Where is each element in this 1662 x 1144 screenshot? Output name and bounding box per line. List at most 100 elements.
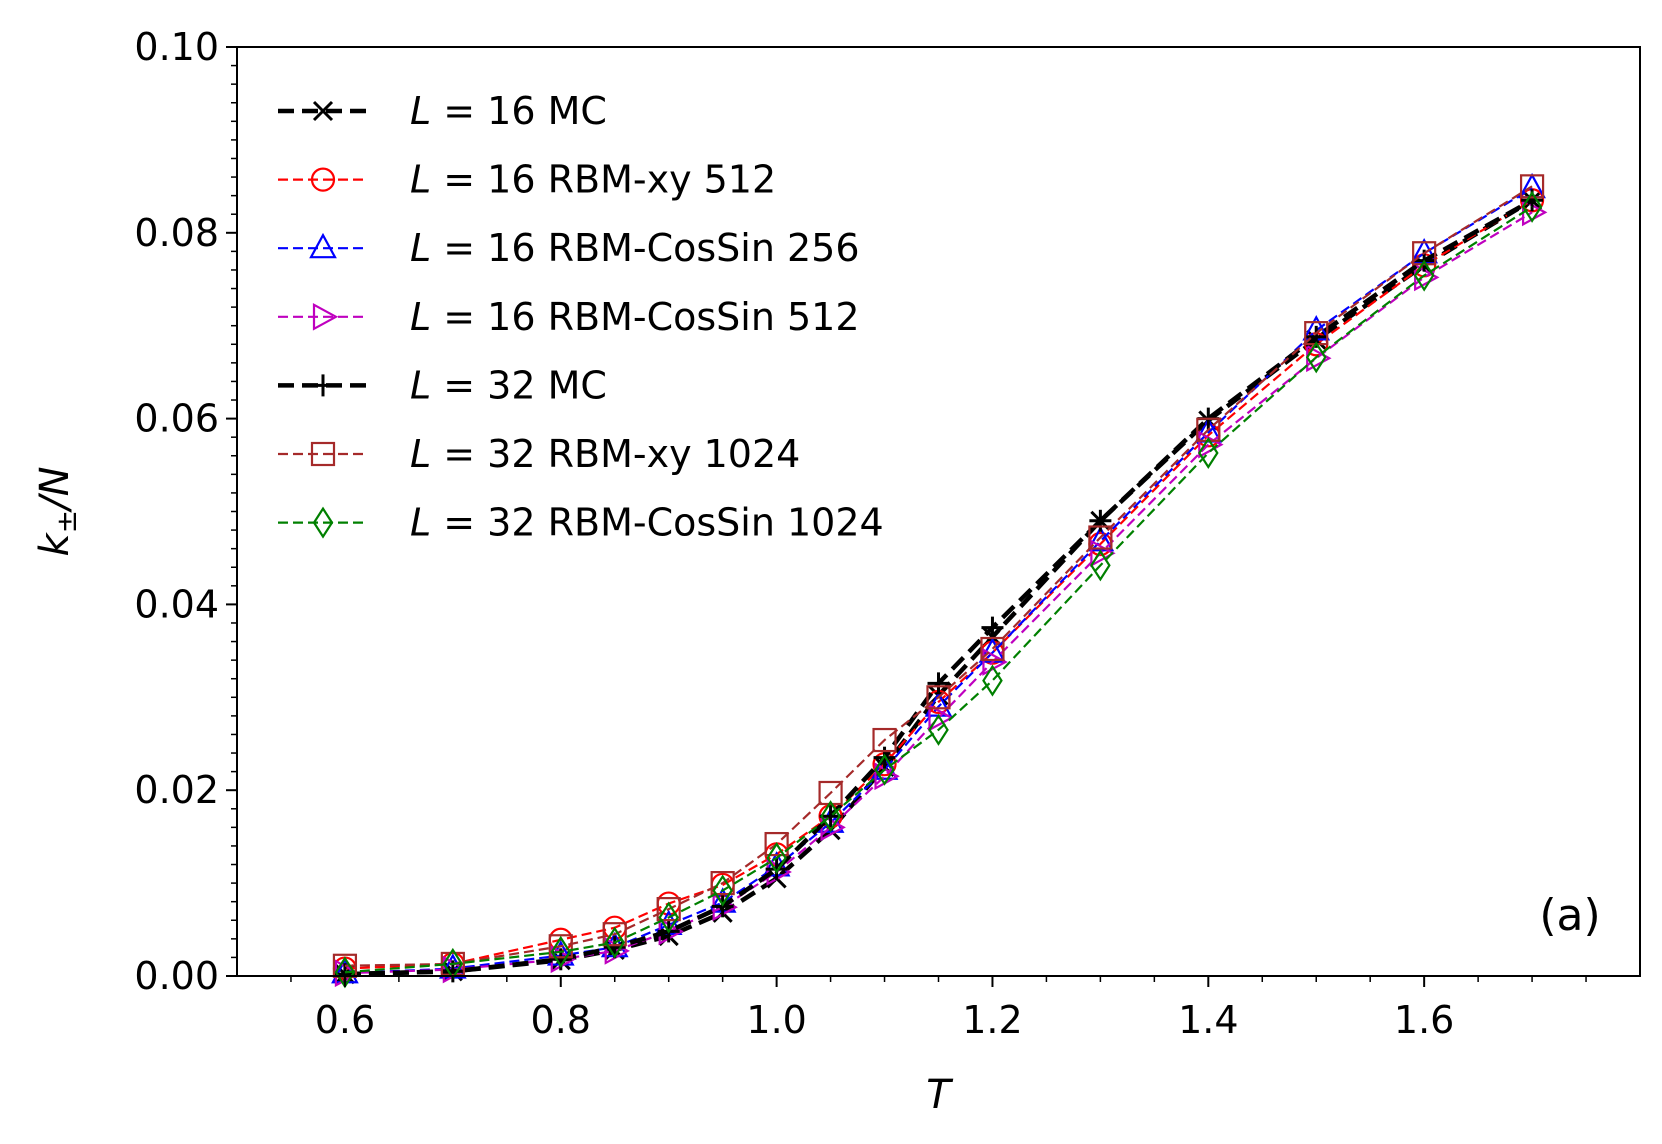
data-point <box>982 664 1003 697</box>
data-point <box>927 672 950 695</box>
legend-label-eq: = <box>431 89 487 133</box>
x-tick-label: 0.8 <box>531 998 591 1042</box>
legend-label-eq: = <box>431 158 487 202</box>
series-line <box>344 198 1534 977</box>
x-tick-label: 1.4 <box>1178 998 1238 1042</box>
y-label-subscript: ± <box>50 510 83 533</box>
data-point <box>604 926 626 959</box>
series-line <box>344 185 1533 967</box>
y-label-main: k <box>32 532 78 557</box>
legend-label-text: 16 RBM-CosSin 256 <box>487 226 859 270</box>
data-point <box>981 616 1004 639</box>
data-point <box>765 858 788 881</box>
x-tick-label: 1.6 <box>1394 998 1454 1042</box>
legend-label: L = 32 MC <box>410 363 607 407</box>
legend-item: L = 32 MC <box>278 363 607 407</box>
legend-item: L = 32 RBM-CosSin 1024 <box>278 501 884 545</box>
legend-label: L = 16 RBM-CosSin 512 <box>410 295 860 339</box>
series-6 <box>334 190 1543 989</box>
legend-item: L = 16 RBM-CosSin 512 <box>278 295 860 339</box>
y-tick-label: 0.06 <box>134 397 219 441</box>
x-tick-label: 1.2 <box>962 998 1022 1042</box>
series-layer <box>331 172 1548 989</box>
legend-label: L = 16 MC <box>410 89 607 133</box>
data-point <box>928 703 954 732</box>
data-point <box>1090 539 1116 568</box>
legend-label: L = 16 RBM-xy 512 <box>410 158 776 202</box>
data-point <box>550 935 572 968</box>
data-point <box>766 841 787 875</box>
legend-label-eq: = <box>431 501 487 545</box>
legend-item: L = 32 RBM-xy 1024 <box>278 432 800 476</box>
legend-marker <box>310 441 336 467</box>
ticks-layer: 0.6 0.8 1.0 1.2 1.4 1.6 0.00 0.02 0.04 0.06 0.08 0.… <box>134 25 1587 1042</box>
data-point <box>710 870 735 896</box>
legend-marker <box>312 100 334 122</box>
legend-label-eq: = <box>431 295 487 339</box>
legend-item: L = 16 RBM-CosSin 256 <box>278 226 860 270</box>
legend-label: L = 16 RBM-CosSin 256 <box>410 226 860 270</box>
data-point <box>819 805 842 828</box>
legend-label-text: 32 MC <box>487 363 607 407</box>
x-axis-label: T <box>926 1072 954 1118</box>
legend-label: L = 32 RBM-xy 1024 <box>410 432 800 476</box>
legend-marker <box>310 167 336 192</box>
legend-item: L = 16 MC <box>278 89 607 133</box>
data-point <box>870 754 899 780</box>
legend-label-var: L <box>410 158 431 202</box>
y-tick-label: 0.08 <box>134 211 219 255</box>
data-point <box>1519 174 1545 199</box>
y-tick-label: 0.00 <box>134 954 219 998</box>
data-point <box>874 753 895 786</box>
legend-label-text: 32 RBM-xy 1024 <box>487 432 800 476</box>
x-tick-label: 0.6 <box>315 998 375 1042</box>
y-label-tail: /N <box>32 466 78 512</box>
legend-label-text: 16 RBM-xy 512 <box>487 158 776 202</box>
data-point <box>926 685 951 710</box>
y-tick-label: 0.02 <box>134 768 219 812</box>
legend-label-text: 16 MC <box>487 89 607 133</box>
panel-label: (a) <box>1539 890 1600 941</box>
legend-label-var: L <box>410 295 431 339</box>
legend-label-eq: = <box>431 432 487 476</box>
legend-label-var: L <box>410 501 431 545</box>
legend-marker <box>309 232 337 259</box>
data-point <box>1305 341 1327 374</box>
data-point <box>658 901 680 934</box>
legend-label-var: L <box>410 226 431 270</box>
data-point <box>1089 509 1112 532</box>
legend-marker <box>312 374 334 397</box>
y-axis-label: k±/N <box>32 466 83 556</box>
data-point <box>928 713 949 746</box>
data-point <box>1198 436 1219 470</box>
legend-item: L = 16 RBM-xy 512 <box>278 158 776 202</box>
legend-label-var: L <box>410 363 431 407</box>
data-point <box>820 800 841 833</box>
data-point <box>1412 241 1437 266</box>
data-point <box>602 922 627 947</box>
y-tick-label: 0.04 <box>134 582 219 626</box>
data-point <box>1090 549 1111 582</box>
legend-marker <box>312 302 339 331</box>
series-4 <box>333 189 1544 986</box>
data-point <box>980 636 1005 662</box>
data-point <box>1413 259 1435 292</box>
data-point <box>764 831 789 857</box>
data-point <box>872 727 897 753</box>
legend-label-var: L <box>410 89 431 133</box>
data-point <box>1088 525 1113 550</box>
legend-label-eq: = <box>431 363 487 407</box>
data-point <box>548 934 573 959</box>
y-tick-label: 0.10 <box>134 25 219 69</box>
x-tick-label: 1.0 <box>746 998 806 1042</box>
legend-label: L = 32 RBM-CosSin 1024 <box>410 501 884 545</box>
legend-label-var: L <box>410 432 431 476</box>
legend-label-text: 16 RBM-CosSin 512 <box>487 295 859 339</box>
data-point <box>712 874 733 907</box>
series-line <box>344 205 1533 974</box>
legend-label-eq: = <box>431 226 487 270</box>
data-point <box>1521 190 1543 223</box>
